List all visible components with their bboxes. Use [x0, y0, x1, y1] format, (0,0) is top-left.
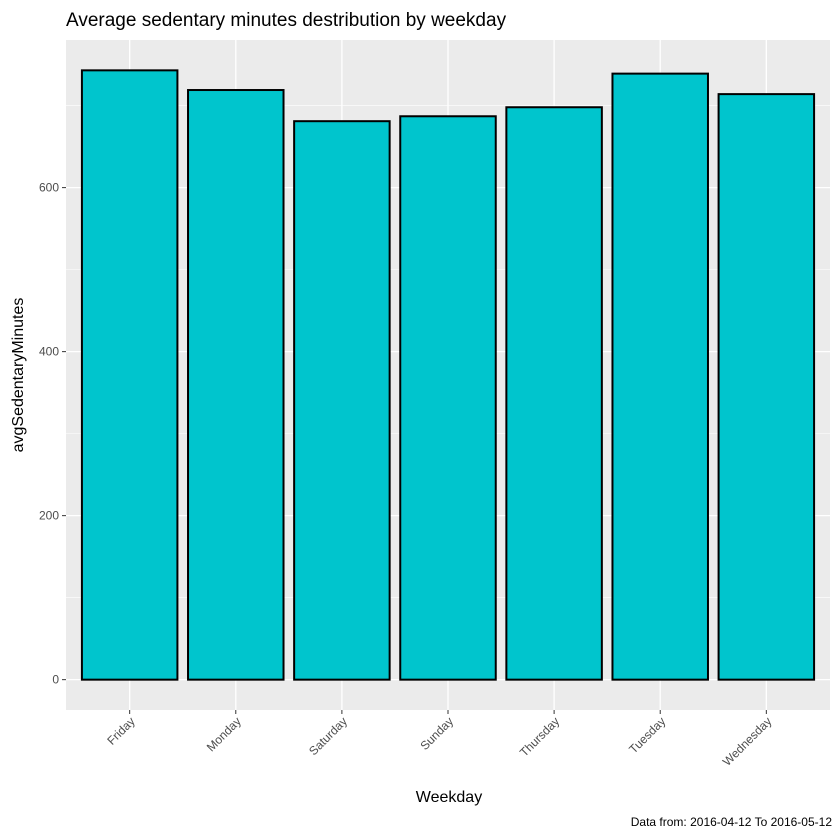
x-tick-label: Friday [104, 714, 137, 747]
y-axis-title: avgSedentaryMinutes [10, 298, 27, 453]
bars [80, 69, 816, 681]
y-tick-label: 600 [39, 181, 59, 195]
y-axis: 0 200 400 600 [39, 181, 66, 687]
bar-monday [187, 89, 285, 681]
chart-title: Average sedentary minutes destribution b… [66, 10, 507, 31]
x-axis: Friday Monday Saturday Sunday Thursday Tuesda… [104, 710, 774, 769]
bar-sunday [399, 115, 497, 681]
x-tick-label: Tuesday [626, 714, 668, 756]
y-tick-label: 400 [39, 345, 59, 359]
x-tick-label: Sunday [417, 714, 456, 753]
bar-friday [80, 69, 179, 681]
x-axis-title: Weekday [416, 789, 482, 806]
chart-caption: Data from: 2016-04-12 To 2016-05-12 [631, 815, 833, 829]
bar-saturday [293, 120, 391, 681]
y-tick-label: 0 [52, 673, 59, 687]
bar-tuesday [611, 72, 709, 681]
y-tick-label: 200 [39, 509, 59, 523]
x-tick-label: Saturday [306, 714, 350, 758]
bar-thursday [505, 106, 603, 681]
bar-wednesday [717, 93, 816, 681]
x-tick-label: Wednesday [720, 714, 775, 769]
x-tick-label: Thursday [517, 714, 562, 759]
x-tick-label: Monday [204, 714, 244, 754]
